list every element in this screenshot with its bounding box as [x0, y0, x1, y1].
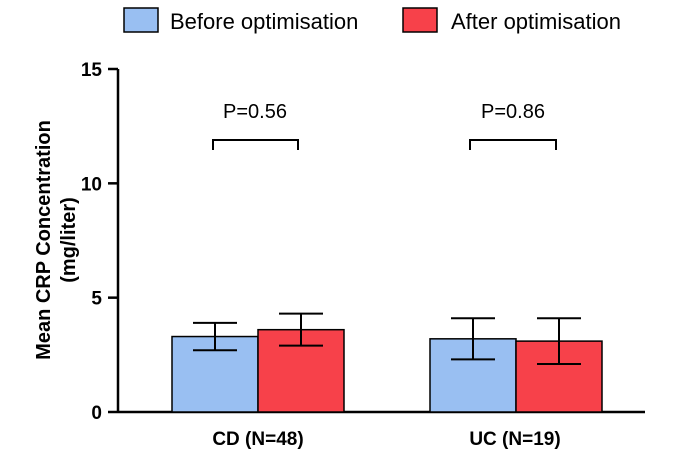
error-bar-after-1 [537, 317, 581, 365]
y-tick-label-2: 10 [81, 174, 102, 195]
y-tick-label-0: 0 [91, 403, 102, 424]
error-bar-before-1 [451, 317, 495, 361]
significance-bracket-cd [212, 139, 299, 150]
y-axis-label-line1: Mean CRP Concentration [33, 120, 55, 360]
legend-swatch-after [402, 7, 438, 33]
p-value-annotations: P=0.56 P=0.86 [212, 101, 557, 150]
y-axis-ticks: 0 5 10 15 [81, 60, 118, 424]
legend-label-after: After optimisation [451, 9, 621, 34]
legend: Before optimisation After optimisation [123, 7, 621, 34]
error-bar-after-0 [279, 312, 323, 347]
significance-bracket-uc [469, 139, 557, 150]
y-tick-label-1: 5 [91, 289, 102, 310]
x-category-label-cd: CD (N=48) [212, 429, 303, 450]
y-tick-label-3: 15 [81, 60, 103, 81]
p-value-label-cd: P=0.56 [223, 101, 287, 123]
x-category-label-uc: UC (N=19) [469, 429, 560, 450]
legend-label-before: Before optimisation [170, 9, 358, 34]
y-axis-label: Mean CRP Concentration (mg/liter) [33, 120, 80, 360]
p-value-label-uc: P=0.86 [481, 101, 545, 123]
y-axis-label-line2: (mg/liter) [58, 197, 80, 283]
legend-swatch-before [123, 7, 159, 33]
error-bar-before-0 [193, 321, 237, 352]
bars [171, 312, 603, 413]
